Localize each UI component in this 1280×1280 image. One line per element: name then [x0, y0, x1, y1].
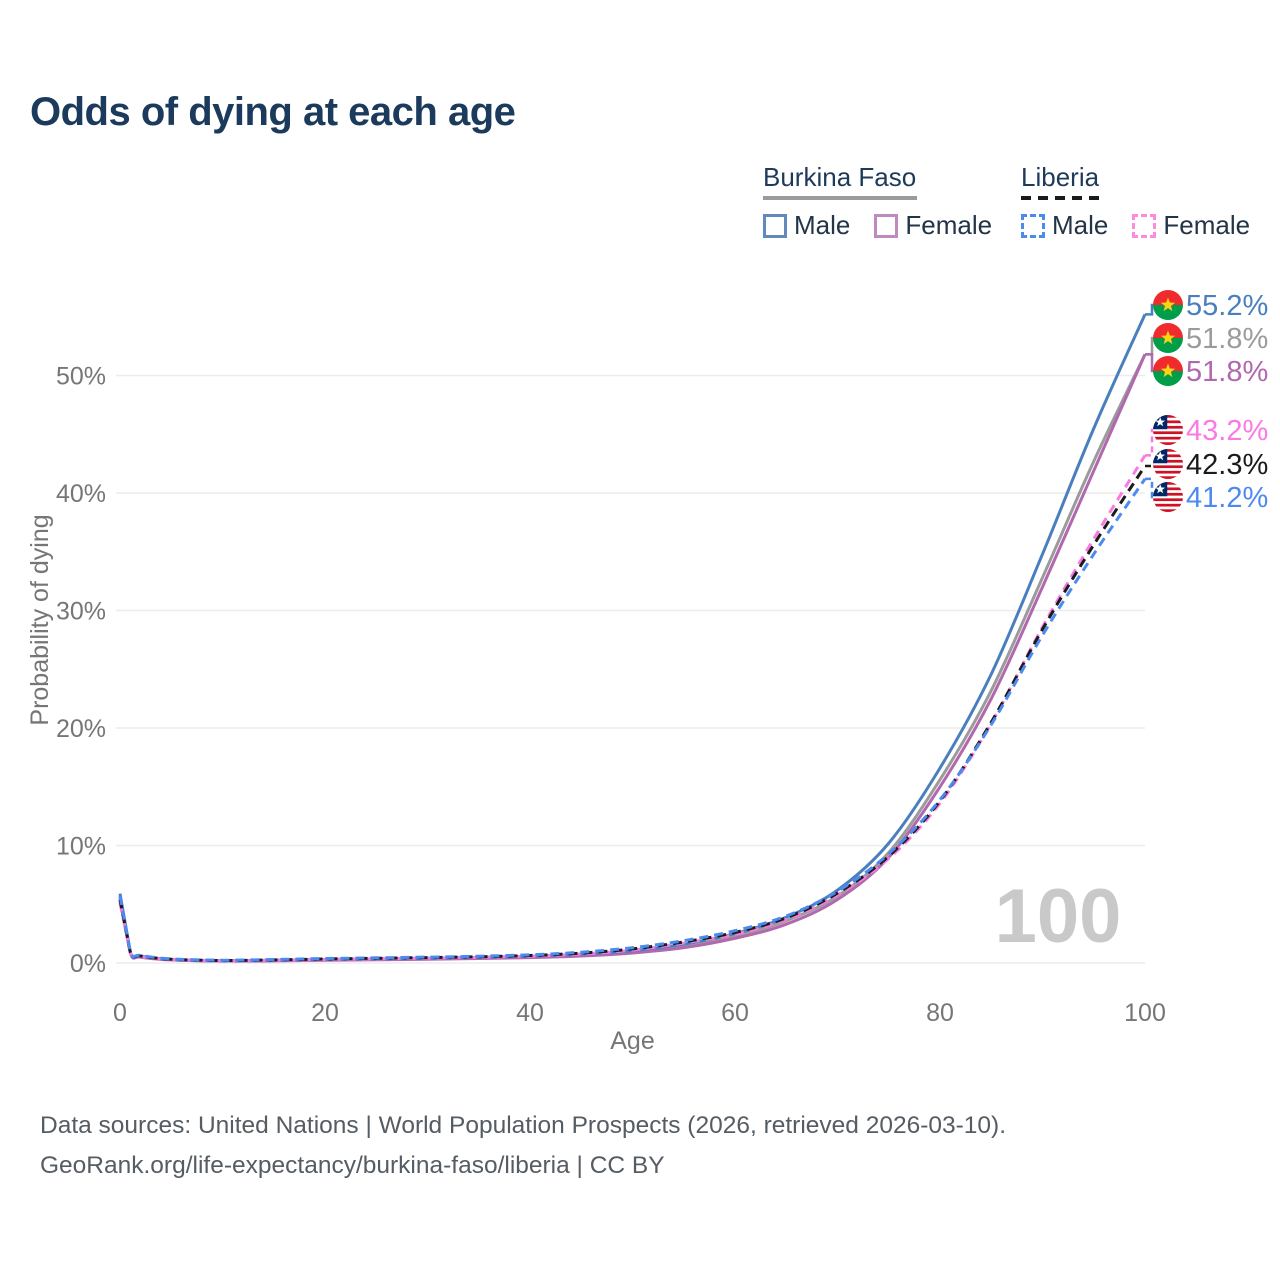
- solid-blue-swatch-icon: [763, 213, 787, 238]
- end-label-value-liberia-male: 41.2%: [1186, 482, 1268, 514]
- legend-label-male: Male: [1052, 210, 1109, 240]
- footer-attribution-url: GeoRank.org/life-expectancy/burkina-faso…: [40, 1152, 665, 1179]
- end-label-liberia-male: 41.2%: [1153, 482, 1268, 514]
- end-label-liberia-both: 42.3%: [1153, 449, 1268, 481]
- legend-underline-dashed: [1021, 196, 1099, 200]
- end-label-liberia-female: 43.2%: [1153, 415, 1268, 447]
- legend-label-female: Female: [905, 210, 993, 240]
- series-line-liberia-female[interactable]: [118, 454, 1147, 963]
- solid-purple-swatch-icon: [874, 213, 899, 238]
- end-label-value-burkina-faso-female: 51.8%: [1186, 356, 1268, 388]
- burkina-faso-flag-icon: [1153, 356, 1183, 386]
- footer: Data sources: United Nations | World Pop…: [40, 1106, 1006, 1186]
- legend-item-burkina-male[interactable]: Male: [763, 210, 850, 241]
- age-counter-watermark: 100: [995, 874, 1122, 959]
- footer-data-sources: Data sources: United Nations | World Pop…: [40, 1112, 1007, 1139]
- legend-group-burkina-faso: Burkina Faso Male Female: [763, 162, 1016, 241]
- x-tick-0: 0: [113, 999, 127, 1027]
- series-line-burkina-faso-male[interactable]: [118, 313, 1147, 963]
- legend-label-female: Female: [1163, 210, 1251, 240]
- x-tick-80: 80: [926, 999, 954, 1027]
- y-tick-10%: 10%: [56, 833, 106, 861]
- end-label-burkina-faso-both: 51.8%: [1153, 323, 1268, 355]
- x-tick-40: 40: [516, 999, 544, 1027]
- page-title: Odds of dying at each age: [30, 90, 516, 134]
- legend-group-liberia: Liberia Male Female: [1021, 162, 1274, 241]
- dashed-blue-swatch-icon: [1021, 213, 1045, 238]
- x-tick-60: 60: [721, 999, 749, 1027]
- burkina-faso-flag-icon: [1153, 290, 1183, 320]
- x-tick-20: 20: [311, 999, 339, 1027]
- legend-item-liberia-male[interactable]: Male: [1021, 210, 1108, 241]
- y-tick-30%: 30%: [56, 598, 106, 626]
- legend-header-burkina-faso[interactable]: Burkina Faso: [763, 162, 917, 192]
- end-label-value-burkina-faso-both: 51.8%: [1186, 323, 1268, 355]
- end-label-value-liberia-female: 43.2%: [1186, 415, 1268, 447]
- y-axis-label: Probability of dying: [26, 514, 54, 725]
- y-tick-20%: 20%: [56, 715, 106, 743]
- series-line-liberia-male[interactable]: [118, 478, 1147, 962]
- burkina-faso-flag-icon: [1153, 323, 1183, 353]
- label-connector-liberia-male: [1145, 477, 1159, 499]
- x-axis-label: Age: [610, 1027, 654, 1055]
- y-tick-0%: 0%: [70, 950, 106, 978]
- legend-item-liberia-female[interactable]: Female: [1132, 210, 1250, 241]
- y-tick-40%: 40%: [56, 480, 106, 508]
- end-label-value-liberia-both: 42.3%: [1186, 449, 1268, 481]
- series-line-burkina-faso-both[interactable]: [118, 353, 1147, 963]
- legend-item-burkina-female[interactable]: Female: [874, 210, 992, 241]
- legend-underline-solid: [763, 196, 917, 200]
- series-line-burkina-faso-female[interactable]: [118, 353, 1147, 963]
- end-label-value-burkina-faso-male: 55.2%: [1186, 290, 1268, 322]
- dashed-pink-swatch-icon: [1132, 213, 1157, 238]
- x-tick-100: 100: [1124, 999, 1166, 1027]
- legend-label-male: Male: [794, 210, 851, 240]
- legend-header-liberia[interactable]: Liberia: [1021, 162, 1100, 192]
- liberia-flag-icon: [1153, 415, 1183, 445]
- end-label-burkina-faso-male: 55.2%: [1153, 290, 1268, 322]
- y-tick-50%: 50%: [56, 363, 106, 391]
- liberia-flag-icon: [1153, 449, 1183, 479]
- end-label-burkina-faso-female: 51.8%: [1153, 356, 1268, 388]
- series-line-liberia-both[interactable]: [118, 465, 1147, 963]
- liberia-flag-icon: [1153, 482, 1183, 512]
